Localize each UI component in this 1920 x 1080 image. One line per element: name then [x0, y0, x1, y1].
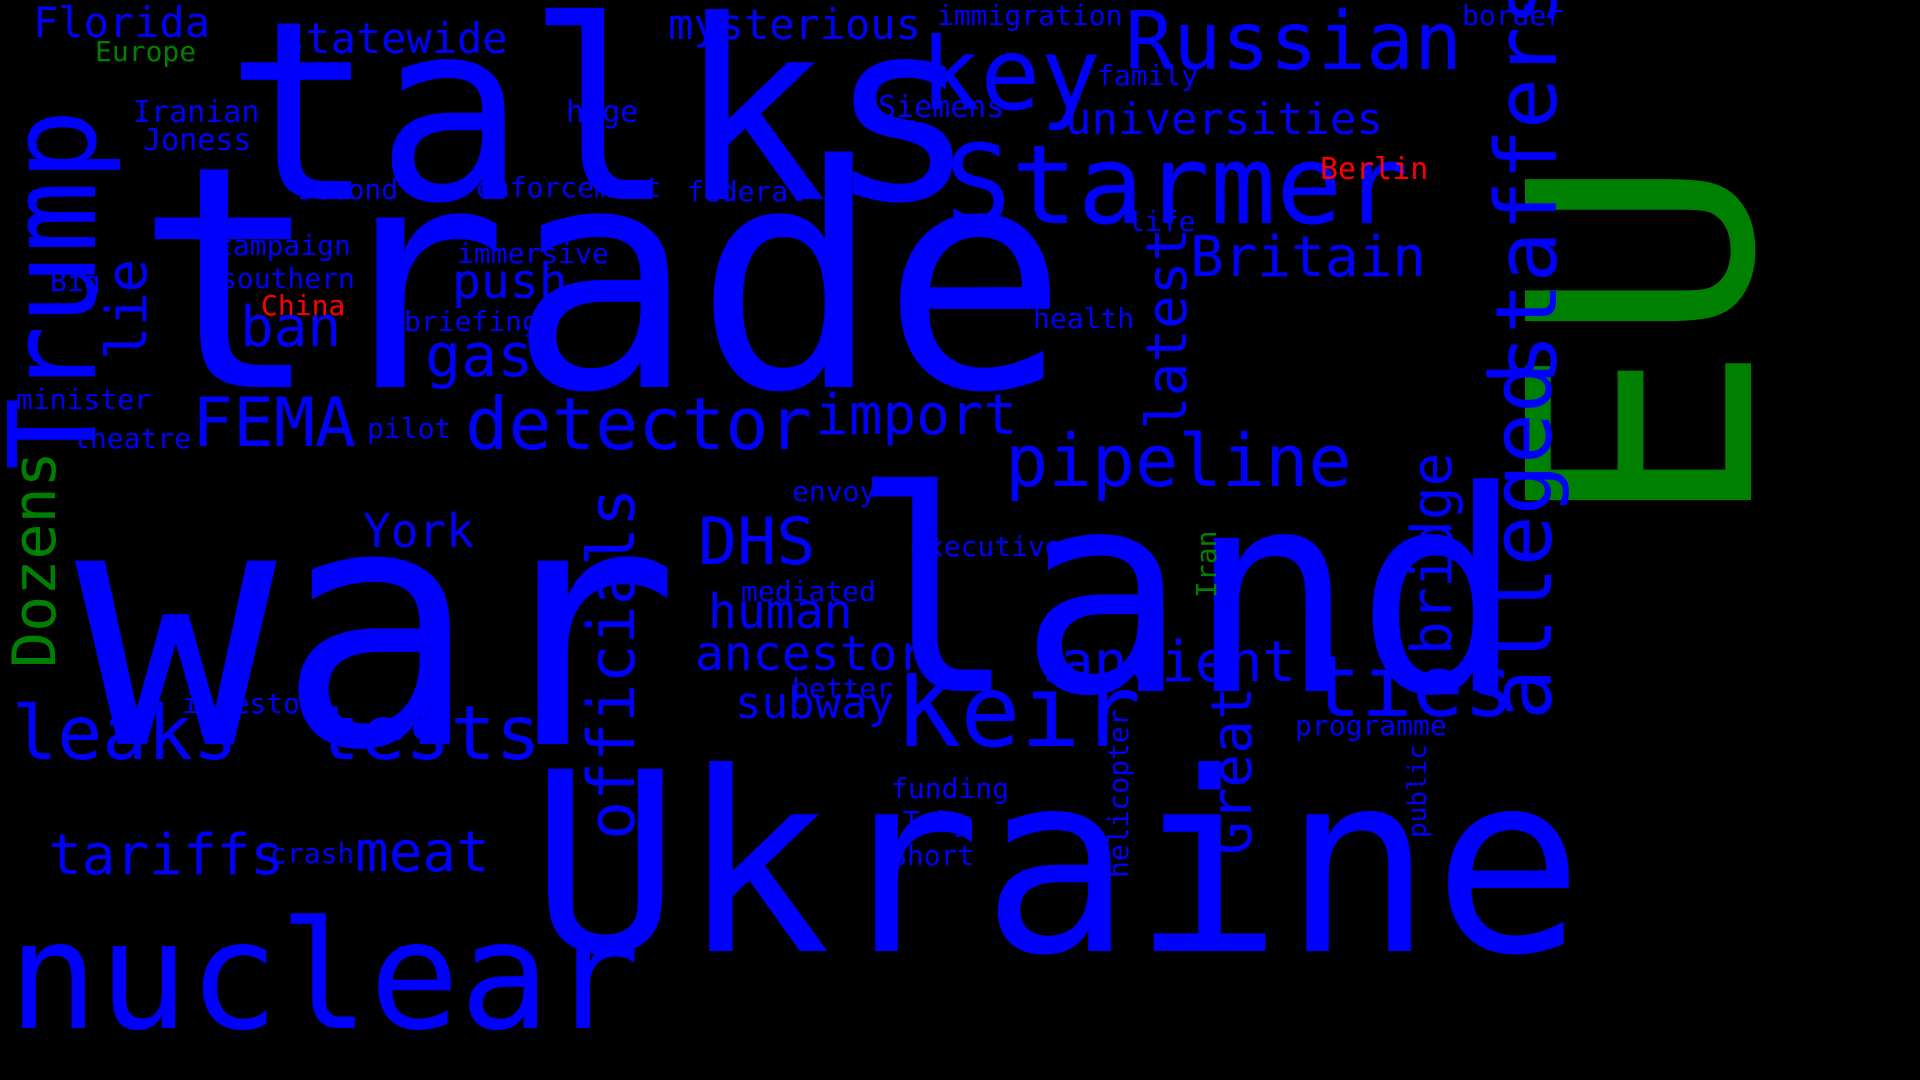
word-briefing: briefing	[404, 305, 539, 338]
word-tests: tests	[315, 689, 541, 777]
word-human: human	[708, 584, 853, 640]
word-toby: Toby	[903, 805, 971, 838]
word-short: Short	[890, 839, 975, 872]
word-britain: Britain	[1190, 225, 1427, 290]
word-envoy: envoy	[792, 475, 877, 508]
word-bridge: bridge	[1400, 452, 1465, 655]
word-lie: lie	[95, 258, 160, 360]
word-siemens: Siemens	[878, 90, 1005, 125]
word-southern: southern	[220, 262, 355, 295]
word-europe: Europe	[95, 35, 197, 68]
word-universities: universities	[1065, 94, 1383, 145]
word-staffers: staffers	[1478, 0, 1577, 385]
word-meat: meat	[355, 820, 490, 885]
word-fema: FEMA	[192, 384, 356, 463]
word-subway: subway	[735, 678, 894, 729]
word-china: China	[261, 289, 346, 322]
word-mysterious: mysterious	[668, 0, 921, 49]
word-minister: minister	[16, 383, 151, 416]
word-york: York	[363, 504, 474, 558]
word-joness: Joness	[143, 123, 252, 158]
word-talks: talks	[225, 0, 978, 258]
word-life: life	[1128, 205, 1196, 238]
word-ties: ties	[1310, 638, 1515, 737]
word-iranian: Iranian	[133, 95, 260, 130]
word-leaks: leaks	[12, 689, 238, 777]
word-dhs: DHS	[698, 505, 816, 580]
word-great: Great	[1200, 686, 1265, 855]
word-dozens: Dozens	[0, 451, 70, 668]
word-crash: crash	[270, 837, 355, 870]
word-nuclear: nuclear	[8, 890, 641, 1064]
word-russian: Russian	[1125, 0, 1463, 88]
word-land: land	[850, 432, 1525, 758]
word-berlin: Berlin	[1320, 152, 1429, 187]
word-detector: detector	[465, 382, 812, 466]
word-mediated: mediated	[741, 575, 876, 608]
word-tariffs: tariffs	[48, 823, 285, 888]
word-federal: federal	[687, 175, 806, 208]
word-pilot: pilot	[367, 412, 452, 445]
word-second: second	[297, 173, 399, 206]
word-ban: ban	[240, 295, 342, 360]
word-public: public	[1403, 744, 1433, 838]
word-latest: latest	[1135, 227, 1200, 430]
word-officials: officials	[575, 487, 650, 840]
word-helicopter: helicopter	[1102, 709, 1135, 878]
word-war: war	[75, 434, 681, 824]
word-keir: Keir	[900, 653, 1141, 770]
word-family: family	[1097, 59, 1199, 92]
word-trade: trade	[135, 100, 1069, 461]
word-immersive: immersive	[457, 237, 609, 270]
word-statewide: statewide	[280, 14, 508, 63]
word-programme: programme	[1295, 709, 1447, 742]
word-ukraine: Ukraine	[530, 719, 1584, 1010]
word-immigration: immigration	[937, 0, 1123, 32]
word-theatre: theatre	[73, 422, 192, 455]
word-funding: funding	[891, 772, 1010, 805]
word-enforcement: enforcement	[476, 171, 662, 204]
word-florida: Florida	[33, 0, 211, 47]
word-import: import	[815, 383, 1018, 448]
word-iran: Iran	[1190, 530, 1223, 598]
word-investor: investor	[182, 687, 317, 720]
word-starmer: Starmer	[945, 121, 1409, 249]
word-key: key	[920, 16, 1101, 133]
word-health: health	[1033, 302, 1135, 335]
word-huge: huge	[566, 95, 639, 130]
word-better: better	[792, 672, 894, 705]
word-border: border	[1462, 0, 1564, 32]
word-campaign: campaign	[216, 229, 351, 262]
word-big: Big	[50, 265, 101, 298]
word-ancestor: ancestor	[695, 626, 927, 682]
word-push: push	[452, 254, 568, 310]
word-pipeline: pipeline	[1005, 419, 1352, 503]
word-ancient: ancient	[1060, 630, 1297, 695]
word-executive: executive	[910, 530, 1062, 563]
word-gas: gas	[425, 321, 534, 391]
